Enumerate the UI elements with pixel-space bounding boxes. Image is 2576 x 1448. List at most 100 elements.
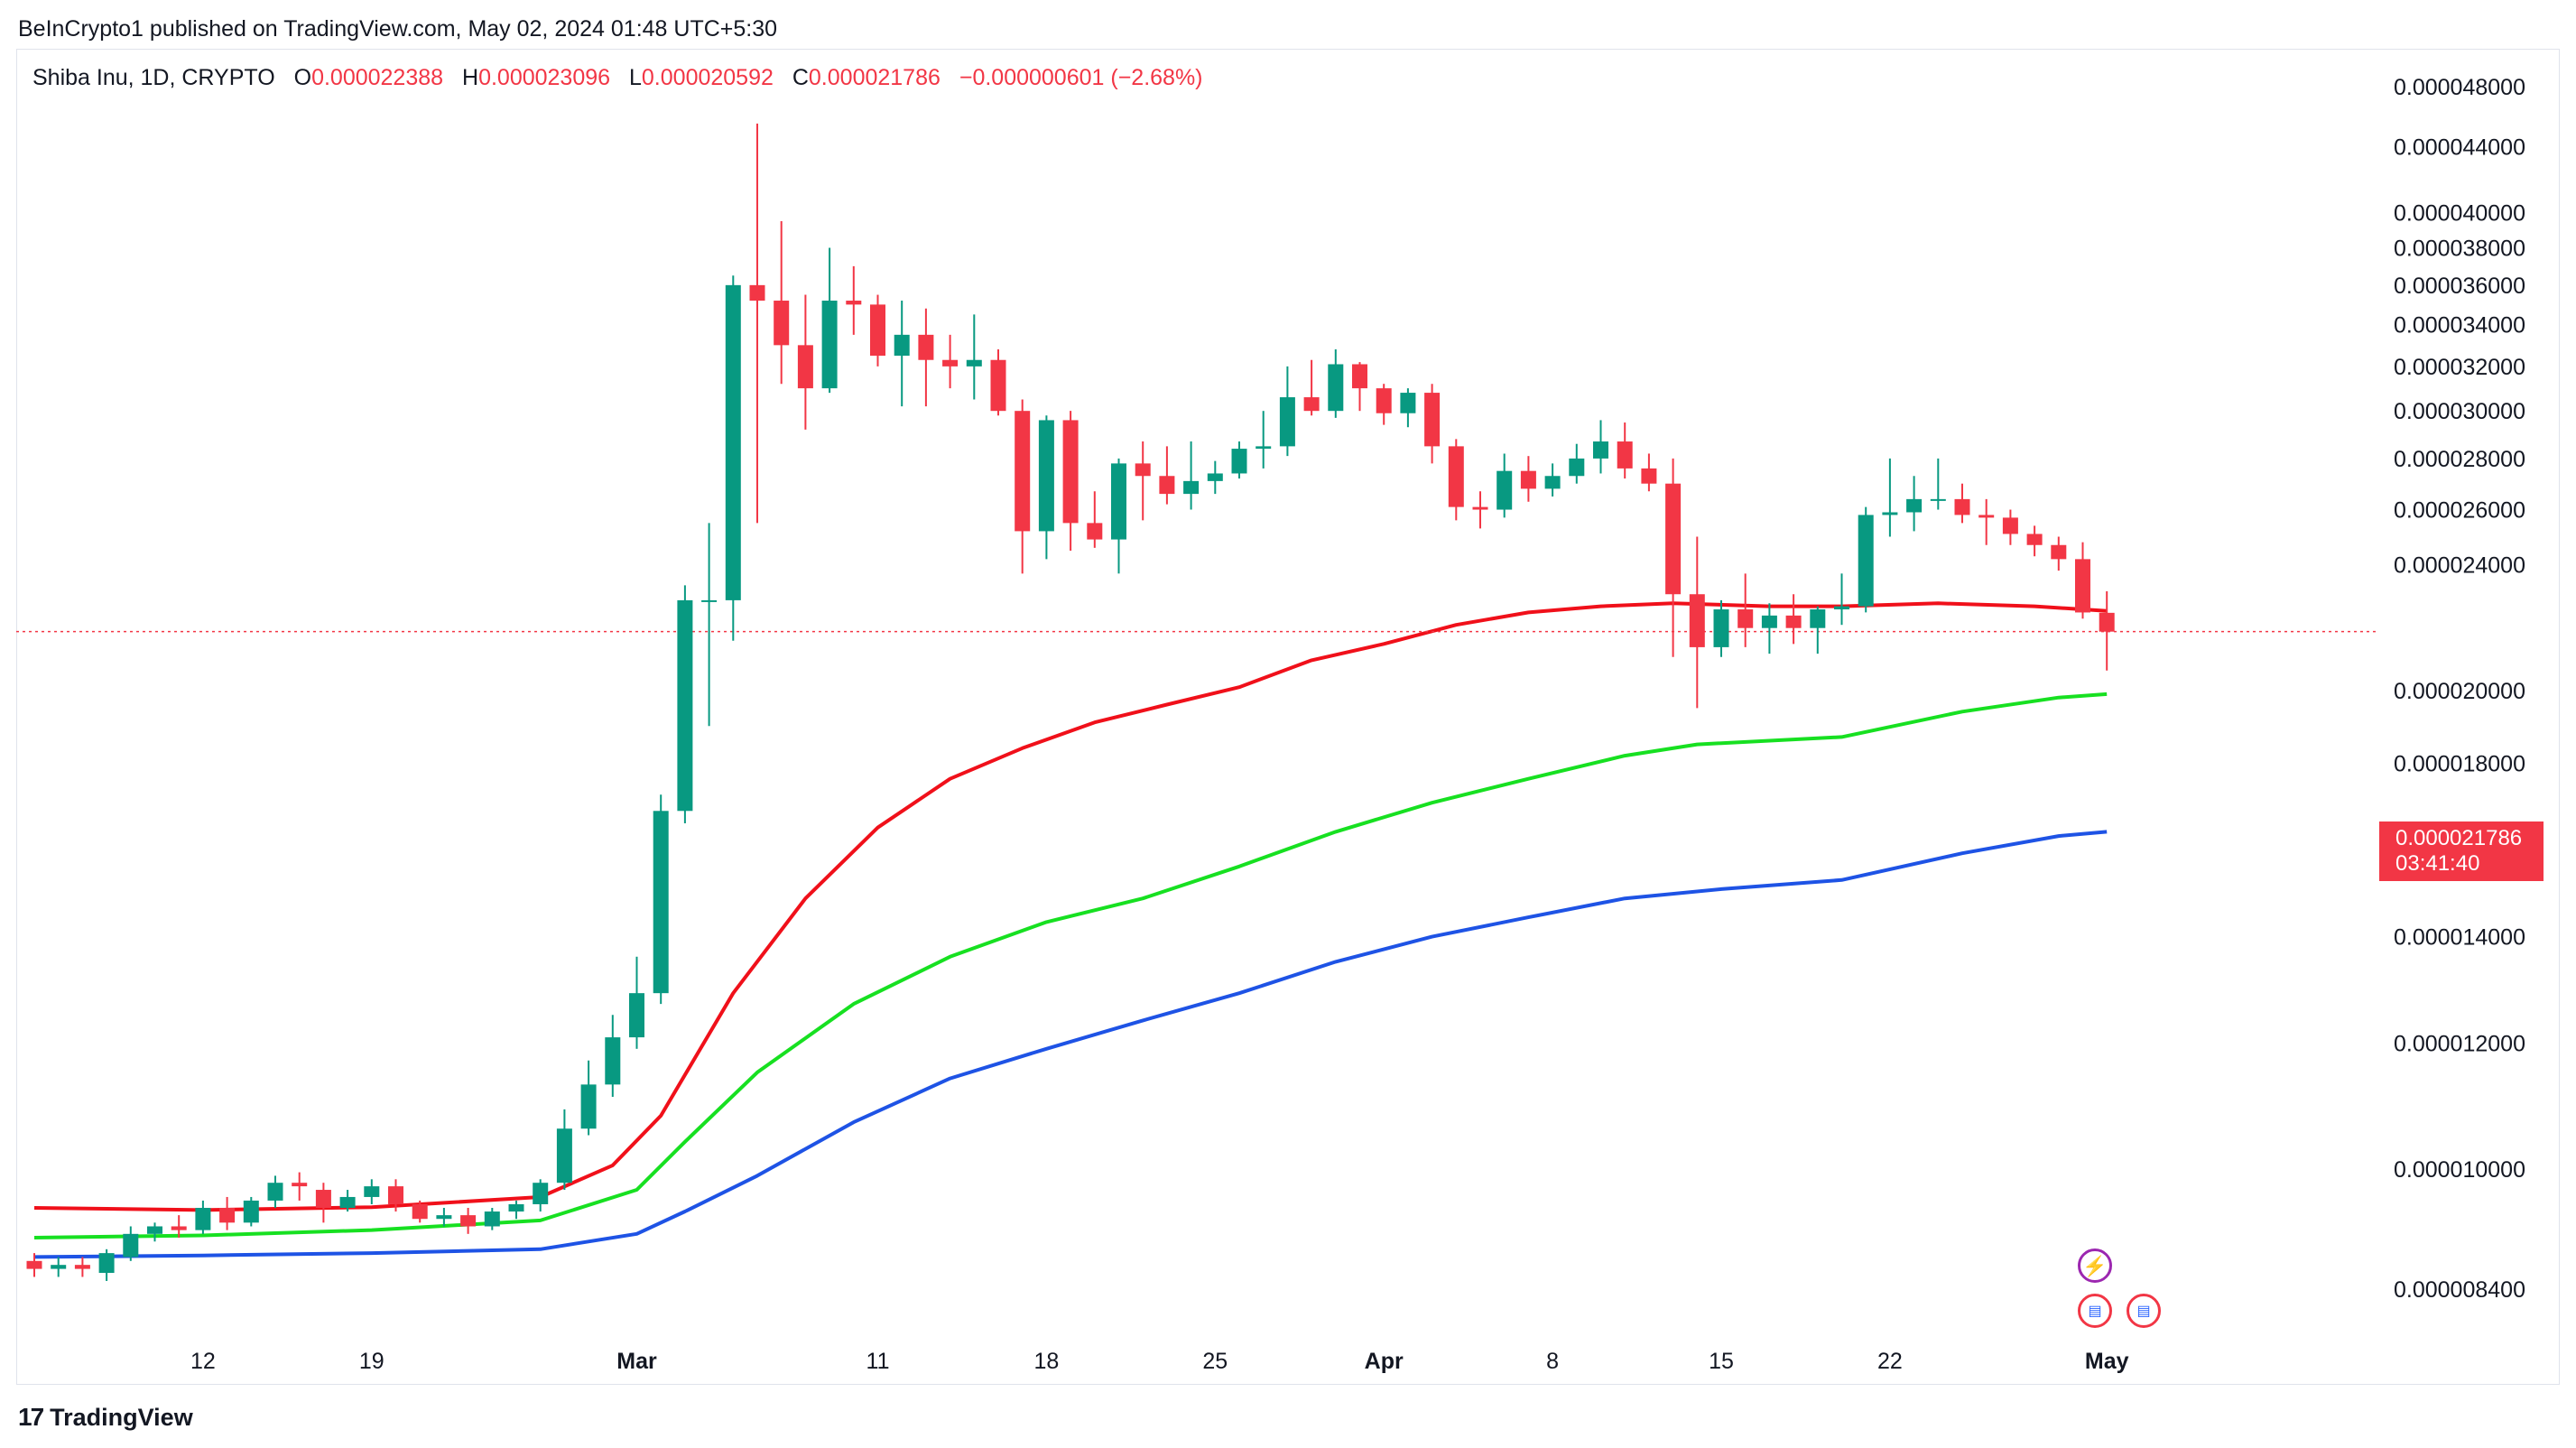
candle [1858,506,1874,613]
candle-body [653,811,669,994]
candle-body [1785,615,1802,628]
candle-body [1569,458,1585,477]
time-tick-label: 15 [1709,1349,1734,1374]
candle [243,1196,259,1227]
candle [436,1207,452,1227]
price-tick-label: 0.000014000 [2394,925,2525,951]
candle [51,1257,67,1277]
candle [2051,536,2067,571]
candles [26,123,2115,1281]
publisher-caption: BeInCrypto1 published on TradingView.com… [18,16,778,42]
candle-body [1328,364,1344,412]
us-flag-event-icon[interactable]: ▤ [2078,1294,2112,1328]
candle [1641,453,1657,492]
open-value: 0.000022388 [311,65,444,90]
time-tick-label: Apr [1365,1349,1404,1374]
candle-body [1978,515,1995,518]
candle [701,523,718,727]
candle-body [1279,397,1295,447]
ema-line [33,830,2108,1259]
candle [1544,463,1561,497]
candle-body [966,359,982,367]
us-flag-event-icon[interactable]: ▤ [2127,1294,2161,1328]
tradingview-logo[interactable]: 17 TradingView [18,1403,193,1432]
candle [629,956,644,1049]
candle-body [51,1265,67,1269]
price-tick-label: 0.000036000 [2394,274,2525,299]
candle [292,1172,308,1201]
candle [74,1257,90,1277]
candle-body [725,284,741,600]
candle [774,220,790,385]
candle [1520,456,1536,502]
candle-body [1641,468,1657,484]
candle-body [1761,615,1777,628]
price-tick-label: 0.000010000 [2394,1157,2525,1183]
candle-body [1424,393,1441,447]
candle-body [894,334,910,357]
price-axis[interactable]: 0.000048000 0.000044000 0.000040000 0.00003… [2394,75,2525,1303]
last-price-tag: 0.000021786 03:41:40 [2379,821,2544,881]
candle [1256,411,1272,469]
candle-body [990,359,1006,412]
price-tick-label: 0.000044000 [2394,135,2525,160]
candle-body [1352,364,1367,389]
candle [1376,384,1392,425]
price-tick-label: 0.000024000 [2394,553,2525,579]
candle [749,123,765,524]
candle-body [2002,517,2018,534]
candle-body [436,1215,452,1220]
candle-body [1256,446,1272,450]
candle [1906,476,1923,532]
candle [412,1200,428,1223]
candle-body [243,1200,259,1223]
candle-body [98,1253,115,1274]
symbol-label[interactable]: Shiba Inu, 1D, CRYPTO [32,65,275,90]
candle-body [2075,559,2090,613]
candle [1713,599,1729,657]
candle [1038,415,1054,560]
candle-body [1737,609,1754,628]
time-axis[interactable]: 1219Mar111825Apr81522May1 [190,1349,2576,1374]
candle-body [1906,498,1923,513]
candle [580,1060,597,1136]
candle-body [821,301,838,389]
price-tick-label: 0.000032000 [2394,355,2525,380]
candle [1352,362,1367,412]
candle [147,1222,162,1242]
candle [1400,388,1416,428]
candle-body [870,304,885,357]
candle [1207,460,1223,495]
candle-body [1544,476,1561,489]
candle-body [846,301,862,305]
candle [1424,384,1441,464]
candle-body [74,1265,90,1269]
candle-body [749,284,765,302]
candle-body [1593,441,1608,459]
candle-body [219,1207,236,1223]
chart-frame[interactable] [16,49,2560,1385]
candle-body [797,345,813,389]
candle [1593,420,1608,474]
candle [870,294,885,367]
candle [1569,443,1585,484]
last-price-value: 0.000021786 [2395,826,2523,850]
candle [1882,458,1898,537]
candle-body [1231,449,1247,474]
price-tick-label: 0.000012000 [2394,1031,2525,1056]
open-label: O [293,65,312,90]
candle-body [195,1207,211,1230]
candle-body [1617,441,1633,469]
price-tick-label: 0.000020000 [2394,679,2525,704]
candle [26,1253,42,1277]
candle-body [1713,609,1729,647]
candle-body [1135,463,1151,477]
lightning-event-icon[interactable]: ⚡ [2078,1248,2112,1283]
price-tick-label: 0.000048000 [2394,75,2525,100]
price-tick-label: 0.000018000 [2394,752,2525,777]
candle [1159,446,1175,505]
candle [1737,573,1754,647]
candle [98,1248,115,1281]
candle-body [1183,480,1200,495]
